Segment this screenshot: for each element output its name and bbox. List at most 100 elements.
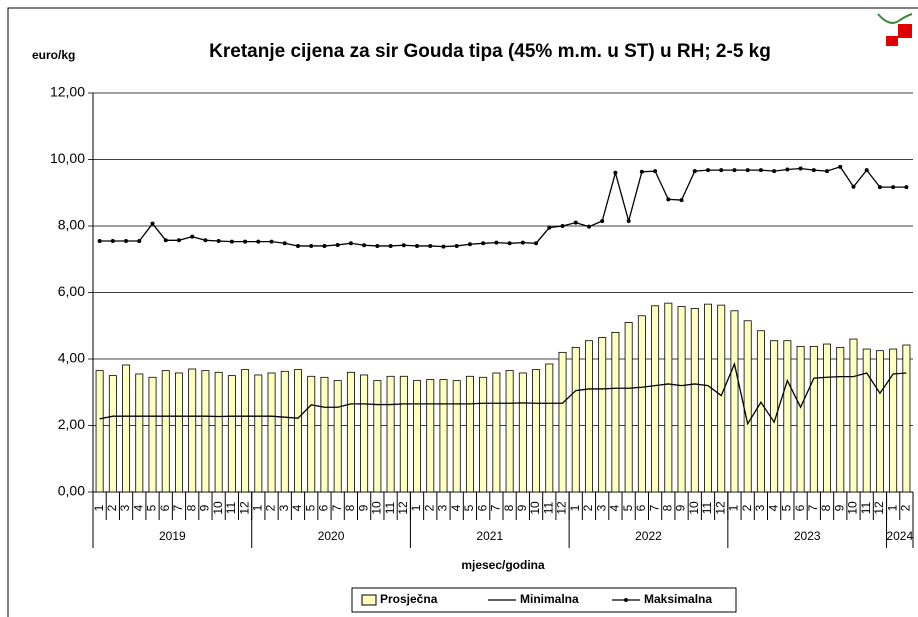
bar (598, 336, 607, 493)
line-marker (560, 224, 565, 228)
y-tick-label: 4,00 (58, 350, 85, 366)
line-marker (772, 169, 777, 174)
bar (452, 380, 461, 493)
line-marker (666, 197, 671, 202)
bar (386, 375, 395, 493)
bar (307, 375, 316, 493)
x-tick-label: 11 (541, 501, 555, 514)
line-marker (97, 238, 102, 243)
bar (584, 340, 593, 493)
line-marker (441, 244, 446, 249)
bar (664, 302, 673, 493)
line-marker (851, 184, 856, 189)
line-marker (639, 169, 644, 174)
bar (823, 343, 832, 493)
bar (122, 364, 131, 493)
bar (188, 368, 197, 493)
x-tick-label: 1 (885, 504, 899, 511)
line (99, 361, 907, 426)
line-marker (692, 169, 697, 174)
y-tick-label: 10,00 (50, 150, 85, 166)
bar (360, 374, 369, 493)
bar (280, 370, 289, 493)
line-marker (269, 239, 274, 244)
legend-label: Prosječna (380, 592, 438, 606)
x-tick-label: 4 (766, 504, 780, 511)
bar (532, 369, 541, 493)
x-tick-label: 3 (753, 504, 767, 511)
line-marker (679, 198, 684, 203)
logo (877, 13, 913, 46)
x-tick-label: 7 (806, 504, 820, 511)
x-tick-label: 2 (422, 504, 436, 511)
x-tick-label: 11 (224, 501, 238, 514)
line-marker (719, 168, 724, 173)
bar (849, 338, 858, 493)
x-tick-label: 1 (727, 504, 741, 511)
line-marker (798, 166, 803, 171)
year-label: 2022 (635, 529, 662, 543)
chart-frame (7, 7, 918, 617)
year-label: 2021 (476, 529, 503, 543)
bar (135, 373, 144, 493)
line-marker (877, 185, 882, 190)
x-tick-label: 10 (687, 501, 701, 515)
line-marker (494, 240, 499, 245)
bar (875, 350, 884, 493)
bar (373, 380, 382, 493)
bar (518, 372, 527, 493)
x-tick-label: 9 (674, 504, 688, 511)
bar (254, 374, 263, 493)
bar (320, 376, 329, 493)
x-tick-label: 3 (594, 504, 608, 511)
x-tick-label: 2 (899, 504, 913, 511)
line-marker (428, 243, 433, 248)
line-marker (891, 185, 896, 190)
x-tick-label: 6 (317, 504, 331, 511)
chart-title: Kretanje cijena za sir Gouda tipa (45% m… (209, 41, 771, 62)
bar (479, 376, 488, 493)
x-tick-label: 9 (198, 504, 212, 511)
year-label: 2023 (794, 529, 821, 543)
bar (545, 363, 554, 493)
line-marker (375, 243, 380, 248)
x-tick-label: 10 (211, 501, 225, 515)
x-tick-label: 4 (290, 504, 304, 511)
x-tick-label: 8 (819, 504, 833, 511)
line-marker (811, 168, 816, 173)
x-tick-label: 3 (436, 504, 450, 511)
line-marker (586, 224, 591, 229)
bar (214, 371, 223, 493)
x-tick-label: 8 (184, 504, 198, 511)
line-marker (653, 169, 658, 174)
x-tick-label: 4 (449, 504, 463, 511)
line-marker (745, 168, 750, 173)
bar (558, 351, 567, 493)
y-tick-label: 6,00 (58, 283, 85, 299)
x-tick-label: 12 (237, 501, 251, 515)
year-label: 2020 (318, 529, 345, 543)
line-marker (864, 168, 869, 173)
x-tick-label: 10 (846, 501, 860, 515)
bar (399, 375, 408, 493)
legend-label: Maksimalna (644, 592, 712, 606)
x-axis-label: mjesec/godina (461, 558, 545, 572)
x-tick-label: 9 (515, 504, 529, 511)
year-label: 2024 (886, 529, 913, 543)
x-tick-label: 4 (131, 504, 145, 511)
bar (95, 370, 104, 493)
line-marker (229, 239, 234, 244)
bar (571, 346, 580, 493)
bar (756, 330, 765, 493)
x-tick-label: 1 (92, 504, 106, 511)
x-tick-label: 6 (793, 504, 807, 511)
bar (241, 369, 250, 493)
bar (161, 370, 170, 493)
bar (624, 322, 633, 493)
line-marker (825, 169, 830, 174)
line-marker (110, 238, 115, 243)
y-tick-label: 12,00 (50, 84, 85, 100)
x-tick-label: 8 (502, 504, 516, 511)
